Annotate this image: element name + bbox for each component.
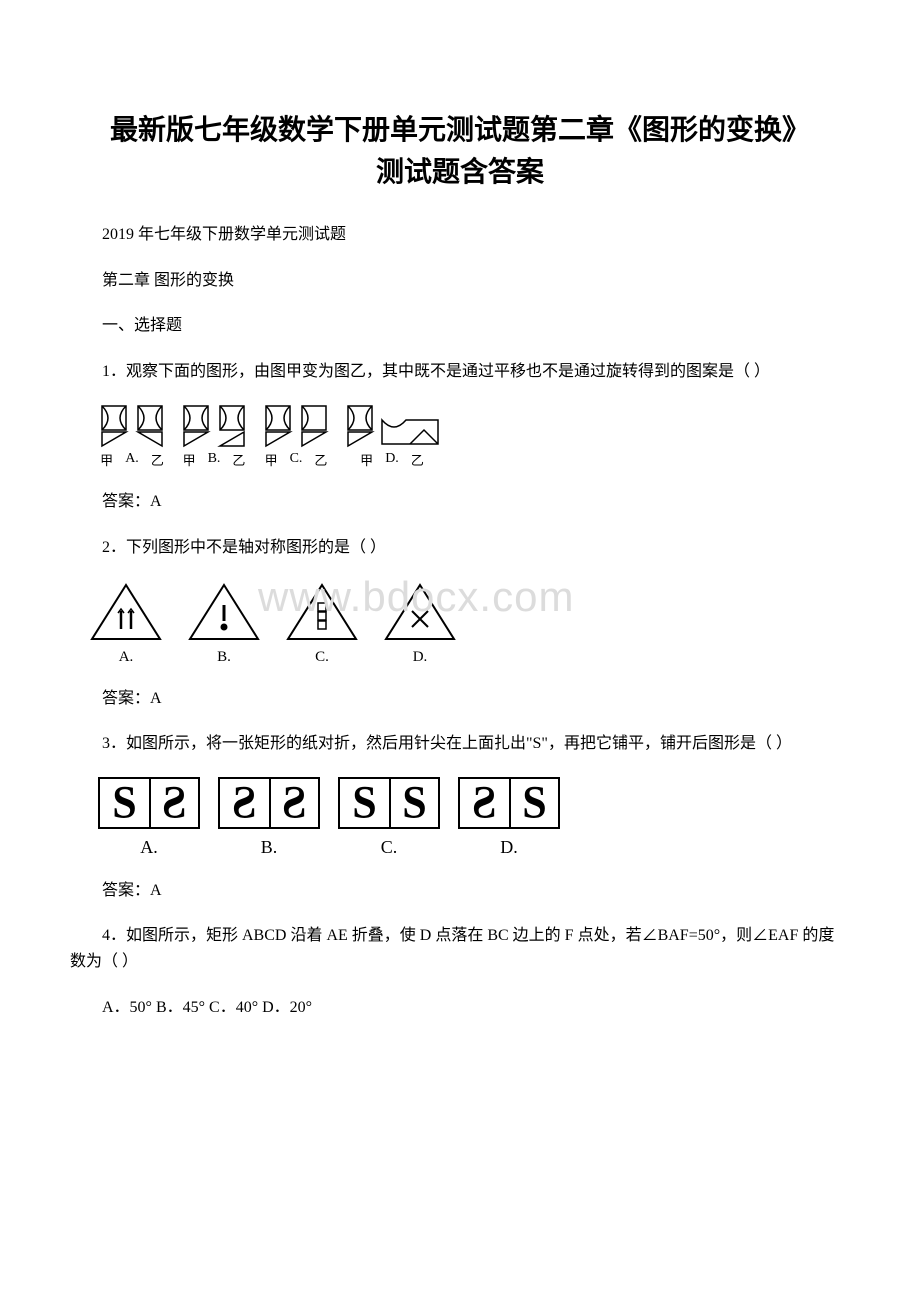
q3-c-left-s: S bbox=[352, 780, 376, 826]
q1-option-c: 甲 C. 乙 bbox=[262, 404, 330, 469]
q1-d-yi-label: 乙 bbox=[411, 450, 424, 469]
q3-b-letter: B. bbox=[261, 837, 278, 858]
question-4-text: 4．如图所示，矩形 ABCD 沿着 AE 折叠，使 D 点落在 BC 边上的 F… bbox=[70, 923, 850, 974]
q3-a-right-s: S bbox=[162, 780, 186, 826]
q3-answer: 答案：A bbox=[70, 878, 850, 904]
q3-d-letter: D. bbox=[500, 837, 518, 858]
q2-option-b: B. bbox=[186, 581, 262, 666]
q1-b-jia-label: 甲 bbox=[183, 450, 196, 469]
q3-option-c: S S C. bbox=[338, 777, 440, 858]
q1-answer: 答案：A bbox=[70, 489, 850, 515]
q2-c-triangle bbox=[284, 581, 360, 643]
question-1-figures: 甲 A. 乙 甲 B. 乙 bbox=[98, 404, 850, 469]
q3-d-left-s: S bbox=[472, 780, 496, 826]
q1-b-yi-label: 乙 bbox=[232, 450, 245, 469]
title-line-1: 最新版七年级数学下册单元测试题第二章《图形的变换》 bbox=[110, 115, 810, 146]
q2-option-d: D. bbox=[382, 581, 458, 666]
q1-a-jia-label: 甲 bbox=[100, 450, 113, 469]
q1-d-jia-shape bbox=[344, 404, 376, 448]
q1-option-a: 甲 A. 乙 bbox=[98, 404, 166, 469]
q1-c-yi-shape bbox=[298, 404, 330, 448]
title-line-2: 测试题含答案 bbox=[376, 157, 544, 188]
q2-b-triangle bbox=[186, 581, 262, 643]
q3-option-a: S S A. bbox=[98, 777, 200, 858]
q3-option-d: S S D. bbox=[458, 777, 560, 858]
question-2-figures: www.bdocx.com A. B. C. bbox=[88, 581, 850, 666]
q1-c-yi-label: 乙 bbox=[314, 450, 327, 469]
q1-d-jia-label: 甲 bbox=[360, 450, 373, 469]
subtitle: 2019 年七年级下册数学单元测试题 bbox=[70, 222, 850, 248]
q3-a-left-s: S bbox=[112, 780, 136, 826]
page-title: 最新版七年级数学下册单元测试题第二章《图形的变换》 测试题含答案 bbox=[70, 110, 850, 194]
q2-c-letter: C. bbox=[315, 649, 329, 666]
q3-a-letter: A. bbox=[140, 837, 158, 858]
question-2-text: 2．下列图形中不是轴对称图形的是（ ） bbox=[70, 535, 850, 561]
q2-option-a: A. bbox=[88, 581, 164, 666]
q1-a-yi-shape bbox=[134, 404, 166, 448]
q1-c-jia-shape bbox=[262, 404, 294, 448]
q1-d-yi-shape bbox=[380, 412, 440, 448]
q2-a-letter: A. bbox=[119, 649, 134, 666]
q1-a-yi-label: 乙 bbox=[151, 450, 164, 469]
question-4-options: A．50° B．45° C．40° D．20° bbox=[70, 995, 850, 1021]
section-heading: 一、选择题 bbox=[70, 313, 850, 339]
q1-b-letter: B. bbox=[208, 451, 221, 469]
q1-a-jia-shape bbox=[98, 404, 130, 448]
q1-c-letter: C. bbox=[290, 451, 303, 469]
q1-d-letter: D. bbox=[385, 451, 399, 469]
q3-d-right-s: S bbox=[522, 780, 546, 826]
q1-c-jia-label: 甲 bbox=[265, 450, 278, 469]
q2-b-letter: B. bbox=[217, 649, 231, 666]
q2-a-triangle bbox=[88, 581, 164, 643]
q3-c-letter: C. bbox=[381, 837, 398, 858]
q1-b-yi-shape bbox=[216, 404, 248, 448]
question-3-text: 3．如图所示，将一张矩形的纸对折，然后用针尖在上面扎出"S"，再把它铺平，铺开后… bbox=[70, 731, 850, 757]
q2-answer: 答案：A bbox=[70, 686, 850, 712]
question-3-figures: S S A. S S B. S S C. S S D. bbox=[98, 777, 850, 858]
question-1-text: 1．观察下面的图形，由图甲变为图乙，其中既不是通过平移也不是通过旋转得到的图案是… bbox=[70, 359, 850, 385]
q1-b-jia-shape bbox=[180, 404, 212, 448]
q1-option-b: 甲 B. 乙 bbox=[180, 404, 248, 469]
q1-a-letter: A. bbox=[125, 451, 139, 469]
q3-c-right-s: S bbox=[402, 780, 426, 826]
q2-d-triangle bbox=[382, 581, 458, 643]
q2-option-c: C. bbox=[284, 581, 360, 666]
chapter-heading: 第二章 图形的变换 bbox=[70, 268, 850, 294]
q2-d-letter: D. bbox=[413, 649, 428, 666]
q3-b-left-s: S bbox=[232, 780, 256, 826]
q1-option-d: 甲 D. 乙 bbox=[344, 404, 440, 469]
q3-option-b: S S B. bbox=[218, 777, 320, 858]
q3-b-right-s: S bbox=[282, 780, 306, 826]
